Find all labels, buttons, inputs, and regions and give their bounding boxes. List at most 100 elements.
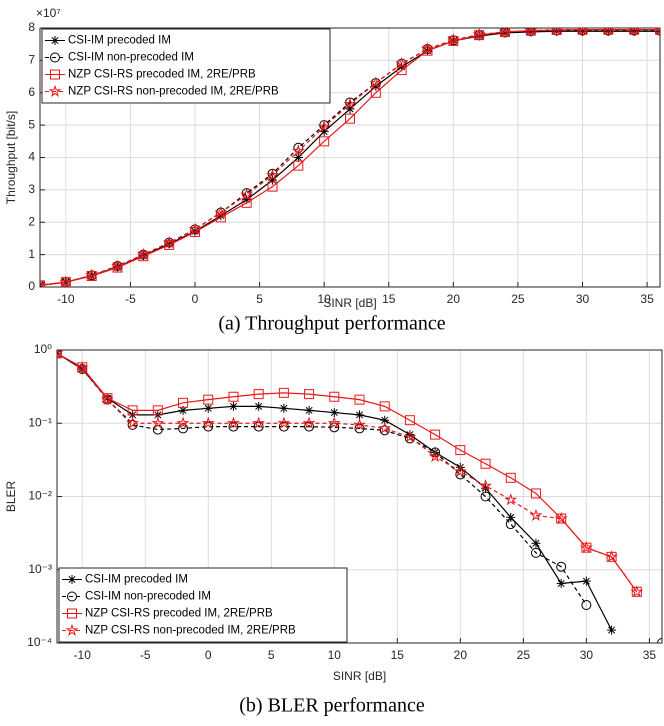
marker	[630, 585, 644, 598]
marker	[50, 36, 60, 45]
marker	[48, 84, 62, 97]
marker	[355, 410, 364, 420]
marker	[57, 350, 64, 359]
marker	[605, 550, 618, 563]
axes-box	[56, 349, 663, 644]
marker	[577, 28, 588, 35]
marker	[421, 42, 434, 55]
marker	[329, 422, 340, 433]
y-tick-label: 1	[28, 247, 35, 261]
marker	[190, 226, 200, 237]
y-tick-label: 10⁻¹	[28, 415, 52, 429]
marker	[531, 538, 541, 548]
marker	[240, 187, 254, 201]
x-tick-label: -5	[140, 648, 151, 662]
legend-label: NZP CSI-RS precoded IM, 2RE/PRB	[68, 69, 256, 81]
marker	[378, 421, 392, 434]
legend-label: NZP CSI-RS precoded IM, 2RE/PRB	[85, 608, 273, 620]
marker	[293, 142, 304, 153]
x-tick-label: 25	[517, 648, 531, 662]
marker	[241, 197, 252, 208]
marker	[253, 389, 264, 400]
marker	[581, 576, 591, 586]
marker	[430, 429, 441, 440]
legend-label: CSI-IM non-precoded IM	[68, 52, 194, 64]
marker	[304, 389, 315, 400]
legend: CSI-IM precoded IM CSI-IM non-precoded IM…	[58, 567, 348, 643]
marker	[581, 600, 592, 611]
y-exponent: ×10⁷	[36, 6, 61, 20]
marker	[329, 391, 340, 402]
marker	[127, 405, 138, 416]
y-axis-label: Throughput [bit/s]	[4, 111, 18, 204]
marker	[138, 251, 149, 262]
legend-box	[41, 28, 331, 104]
marker	[422, 45, 433, 56]
marker	[136, 247, 150, 261]
y-tick-label: 3	[28, 182, 35, 196]
x-tick-label: -10	[74, 648, 92, 662]
x-axis-label: SINR [dB]	[333, 669, 386, 683]
marker	[602, 28, 615, 36]
marker	[228, 401, 238, 411]
marker	[278, 387, 289, 398]
marker	[524, 28, 538, 37]
x-tick-label: 30	[580, 648, 594, 662]
y-tick-label: 5	[28, 117, 35, 131]
marker	[67, 591, 77, 602]
marker	[556, 578, 566, 588]
marker	[345, 113, 355, 124]
marker	[293, 160, 304, 171]
marker	[353, 418, 366, 431]
marker	[505, 519, 516, 530]
legend-label: NZP CSI-RS non-precoded IM, 2RE/PRB	[68, 86, 279, 98]
x-tick-label: 10	[328, 648, 342, 662]
marker	[554, 511, 568, 525]
marker	[404, 415, 415, 426]
marker	[279, 403, 289, 413]
marker	[151, 416, 165, 429]
marker	[266, 168, 279, 181]
marker	[379, 401, 390, 412]
marker	[354, 423, 365, 434]
x-tick-label: 35	[640, 292, 654, 306]
marker	[304, 421, 315, 432]
x-tick-label: 20	[454, 648, 468, 662]
marker	[343, 97, 357, 110]
marker	[50, 69, 60, 80]
marker	[579, 540, 593, 554]
x-tick-label: 30	[576, 292, 590, 306]
marker	[57, 350, 62, 359]
marker	[100, 392, 114, 406]
marker	[278, 421, 289, 432]
marker	[369, 76, 383, 89]
marker	[500, 28, 510, 37]
marker	[162, 235, 176, 249]
marker	[40, 278, 47, 287]
x-axis-label: SINR [dB]	[323, 296, 376, 310]
x-tick-label: 0	[192, 292, 199, 306]
marker	[75, 361, 89, 374]
marker	[50, 52, 60, 63]
marker	[227, 416, 240, 429]
marker	[111, 259, 124, 272]
marker	[267, 181, 278, 192]
marker	[214, 205, 228, 218]
marker	[188, 222, 202, 235]
x-tick-label: 25	[511, 292, 525, 306]
marker	[655, 28, 660, 35]
y-tick-label: 8	[28, 20, 35, 34]
marker	[127, 419, 138, 430]
marker	[203, 421, 214, 432]
y-tick-label: 6	[28, 85, 35, 99]
data-layer	[57, 350, 662, 643]
marker	[453, 464, 467, 477]
y-axis-label: BLER	[4, 480, 18, 512]
marker	[654, 28, 660, 36]
marker	[480, 458, 491, 469]
marker	[253, 421, 264, 432]
marker	[164, 239, 175, 250]
x-tick-label: 5	[256, 292, 263, 306]
marker	[293, 153, 303, 162]
